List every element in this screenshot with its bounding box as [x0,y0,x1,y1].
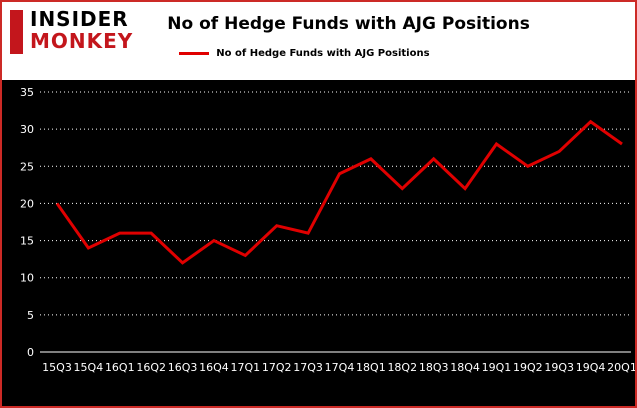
svg-text:16Q4: 16Q4 [199,361,229,374]
svg-text:20Q1: 20Q1 [607,361,635,374]
logo-text: INSIDER MONKEY [30,8,133,52]
logo-word-insider: INSIDER [30,7,129,31]
svg-text:16Q3: 16Q3 [168,361,198,374]
svg-text:15Q4: 15Q4 [74,361,104,374]
svg-text:10: 10 [20,272,34,285]
logo-word-monkey: MONKEY [30,29,134,53]
svg-text:19Q2: 19Q2 [513,361,543,374]
svg-text:20: 20 [20,197,34,210]
svg-text:0: 0 [27,346,34,359]
legend-line-swatch-icon [179,52,210,55]
svg-text:5: 5 [27,309,34,322]
chart-header: INSIDER MONKEY No of Hedge Funds with AJ… [2,2,635,80]
title-column: No of Hedge Funds with AJG Positions No … [167,8,530,59]
svg-text:16Q1: 16Q1 [105,361,135,374]
svg-text:18Q1: 18Q1 [356,361,386,374]
svg-text:19Q4: 19Q4 [576,361,606,374]
insider-monkey-logo: INSIDER MONKEY [10,8,133,54]
svg-text:16Q2: 16Q2 [136,361,166,374]
svg-text:15Q3: 15Q3 [42,361,72,374]
page-title: No of Hedge Funds with AJG Positions [167,14,530,34]
legend-label: No of Hedge Funds with AJG Positions [216,48,430,59]
logo-red-mark-icon [10,10,23,54]
svg-text:19Q1: 19Q1 [482,361,512,374]
svg-text:15: 15 [20,235,34,248]
chart-legend: No of Hedge Funds with AJG Positions [179,48,530,59]
svg-text:30: 30 [20,123,34,136]
svg-text:17Q1: 17Q1 [231,361,261,374]
chart-plot-area: 0 5 10 15 20 25 30 35 15Q3 15Q4 16Q1 16Q2 16Q3 16Q4 17… [2,80,635,406]
svg-text:25: 25 [20,160,34,173]
svg-text:18Q4: 18Q4 [450,361,480,374]
svg-text:19Q3: 19Q3 [544,361,574,374]
svg-text:18Q3: 18Q3 [419,361,449,374]
svg-text:18Q2: 18Q2 [387,361,417,374]
svg-text:17Q2: 17Q2 [262,361,292,374]
svg-text:35: 35 [20,86,34,99]
svg-text:17Q4: 17Q4 [325,361,355,374]
svg-text:17Q3: 17Q3 [293,361,323,374]
